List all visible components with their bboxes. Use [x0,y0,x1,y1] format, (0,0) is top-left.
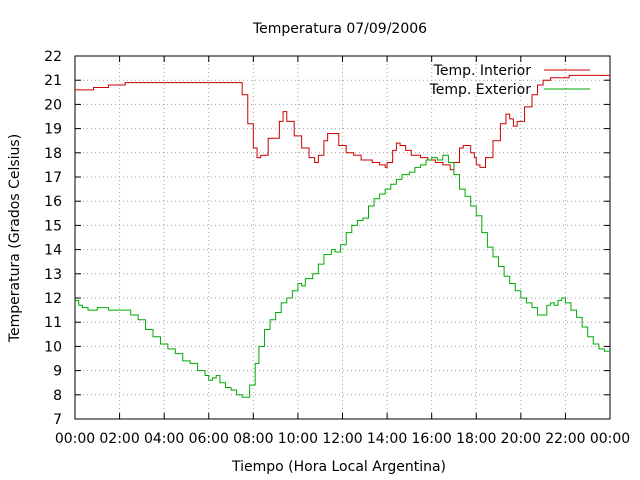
y-tick-label: 10 [44,339,62,355]
legend: Temp. Interior Temp. Exterior [429,63,590,98]
x-tick-label: 16:00 [411,431,451,447]
y-tick-label: 15 [44,218,62,234]
y-tick-label: 12 [44,291,62,307]
y-tick-label: 9 [53,364,62,380]
legend-label-temp-interior: Temp. Interior [433,63,532,79]
series-line-temp-exterior [75,154,610,398]
y-axis-label: Temperatura (Grados Celsius) [7,134,23,343]
x-tick-label: 18:00 [456,431,496,447]
x-tick-label: 14:00 [367,431,407,447]
series-line-temp-interior [75,74,610,171]
x-tick-label: 00:00 [590,431,630,447]
y-tick-label: 13 [44,267,62,283]
x-tick-label: 00:00 [55,431,95,447]
x-tick-label: 22:00 [545,431,585,447]
y-tick-label: 16 [44,194,62,210]
grid-lines [75,56,610,419]
x-tick-label: 02:00 [99,431,139,447]
x-tick-label: 10:00 [278,431,318,447]
x-tick-label: 12:00 [322,431,362,447]
y-tick-label: 22 [44,49,62,65]
y-tick-label: 21 [44,73,62,89]
series-lines [75,74,610,398]
y-tick-label: 18 [44,146,62,162]
y-tick-label: 11 [44,315,62,331]
y-tick-label: 14 [44,243,62,259]
x-tick-label: 04:00 [144,431,184,447]
y-tick-label: 8 [53,388,62,404]
y-tick-label: 19 [44,122,62,138]
y-tick-label: 17 [44,170,62,186]
x-tick-label: 06:00 [189,431,229,447]
x-tick-label: 20:00 [501,431,541,447]
legend-label-temp-exterior: Temp. Exterior [429,82,532,98]
y-tick-label: 7 [53,412,62,428]
chart-title: Temperatura 07/09/2006 [252,21,427,37]
x-tick-label: 08:00 [233,431,273,447]
x-axis-label: Tiempo (Hora Local Argentina) [231,459,446,475]
y-tick-label: 20 [44,97,62,113]
